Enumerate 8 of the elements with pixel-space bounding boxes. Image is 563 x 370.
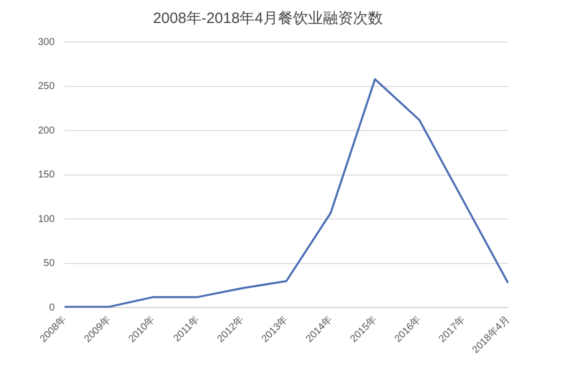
y-tick-label: 150 [38,170,56,181]
chart-title: 2008年-2018年4月餐饮业融资次数 [152,10,384,28]
y-tick-label: 50 [44,258,56,270]
y-tick-label: 250 [38,81,56,92]
y-tick-label: 300 [38,36,56,48]
y-tick-label: 200 [38,125,56,136]
y-tick-label: 0 [49,302,56,314]
y-tick-label: 100 [38,214,56,225]
